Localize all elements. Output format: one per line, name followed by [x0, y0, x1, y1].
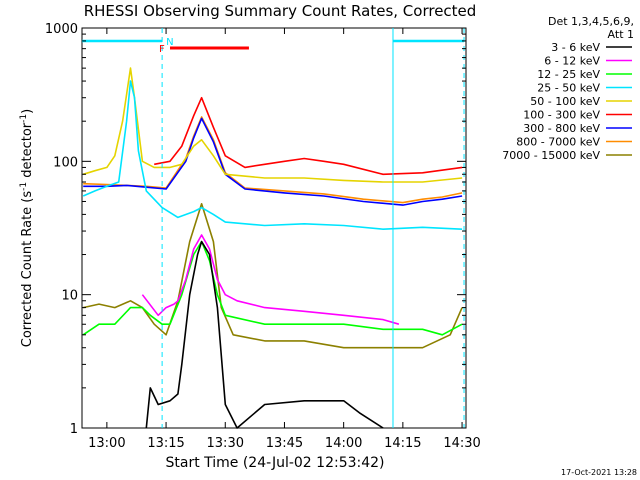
legend-label-50-100-kev: 50 - 100 keV [530, 95, 600, 108]
x-tick-label: 13:45 [266, 436, 303, 451]
x-tick-label: 14:30 [443, 436, 480, 451]
x-tick-label: 14:00 [325, 436, 362, 451]
series-line-7000-15000-kev [83, 203, 463, 349]
y-axis-ticks: 1 10 100 1000 [45, 22, 466, 437]
series-layer [82, 67, 463, 429]
x-axis-label: Start Time (24-Jul-02 12:53:42) [165, 455, 384, 471]
series-line-3-6-kev [145, 240, 384, 429]
chart-title: RHESSI Observing Summary Count Rates, Co… [84, 2, 477, 20]
y-tick-label: 100 [53, 155, 78, 170]
legend-label-100-300-kev: 100 - 300 keV [523, 109, 600, 122]
legend-header-line-1: Det 1,3,4,5,6,9, [548, 15, 634, 28]
series-line-50-100-kev [82, 67, 463, 183]
x-tick-label: 14:15 [384, 436, 421, 451]
series-line-25-50-kev [82, 80, 463, 230]
series-line-100-300-kev [154, 96, 463, 176]
legend-label-25-50-kev: 25 - 50 keV [537, 82, 600, 95]
x-tick-label: 13:15 [147, 436, 184, 451]
legend-label-800-7000-kev: 800 - 7000 keV [516, 136, 600, 149]
plot-frame [81, 27, 467, 429]
flag-layer: NF [82, 37, 465, 55]
y-tick-label: 1 [70, 422, 78, 437]
x-tick-label: 13:30 [207, 436, 244, 451]
series-line-6-12-kev [141, 234, 400, 325]
footer-timestamp: 17-Oct-2021 13:28 [561, 468, 637, 477]
series-line-300-800-kev [83, 117, 463, 206]
x-tick-label: 13:00 [88, 436, 125, 451]
flag-label-n: N [166, 37, 173, 48]
x-axis-ticks: 13:00 13:15 13:30 13:45 14:00 14:15 14:30 [88, 28, 481, 451]
y-tick-label: 1000 [45, 22, 78, 37]
legend-label-6-12-kev: 6 - 12 keV [544, 55, 600, 68]
legend-label-300-800-kev: 300 - 800 keV [523, 122, 600, 135]
legend-label-12-25-kev: 12 - 25 keV [537, 68, 600, 81]
y-tick-label: 10 [61, 289, 78, 304]
y-axis-label: Corrected Count Rate (s-1 detector-1) [19, 109, 35, 347]
legend-label-3-6-kev: 3 - 6 keV [551, 41, 600, 54]
flag-label-f: F [159, 44, 165, 55]
vline-layer [161, 28, 465, 428]
legend-label-7000-15000-kev: 7000 - 15000 keV [502, 149, 600, 162]
legend-header-line-2: Att 1 [608, 28, 634, 41]
